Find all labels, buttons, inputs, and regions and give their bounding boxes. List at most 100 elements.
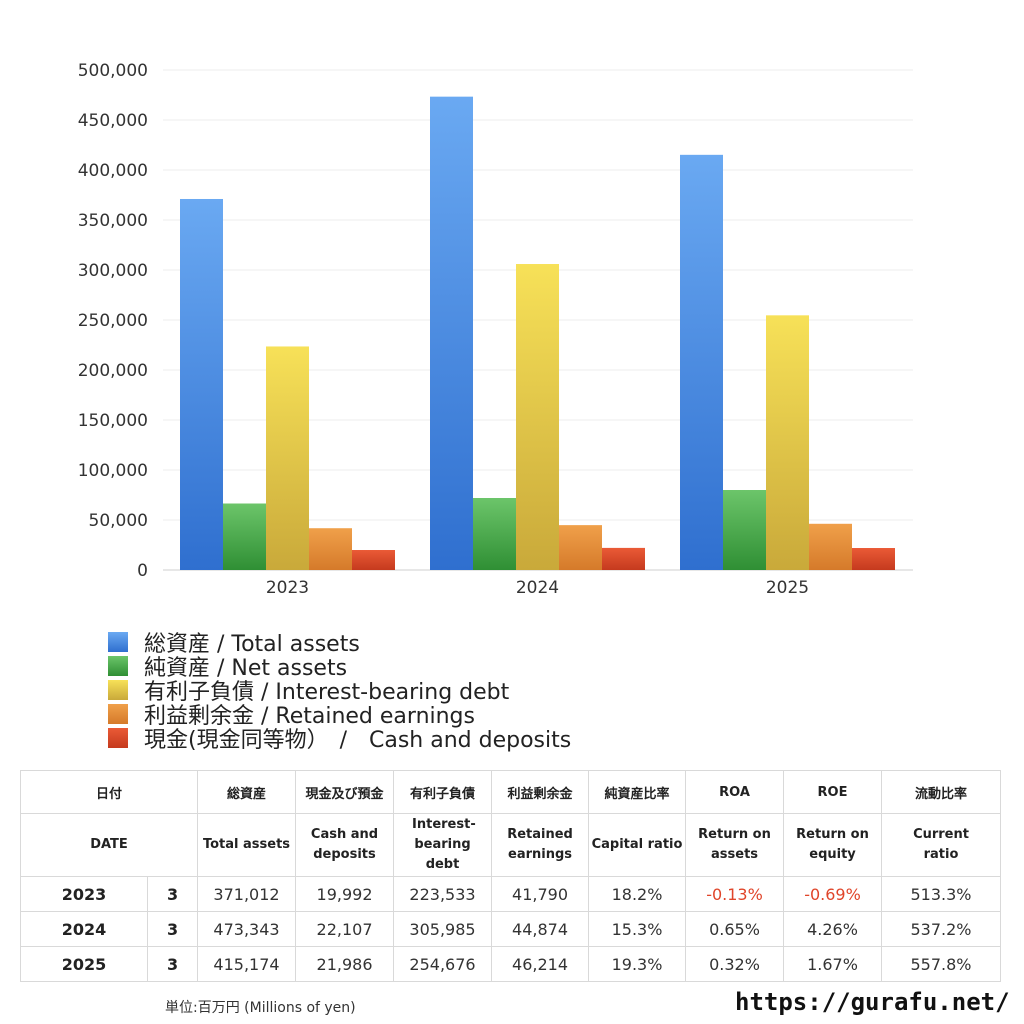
cell-retained: 46,214: [491, 946, 590, 982]
header-debt-en: Interest-bearing debt: [393, 813, 493, 877]
cell-month: 3: [146, 876, 199, 912]
cell-cash: 22,107: [295, 911, 395, 947]
y-tick-label: 400,000: [78, 161, 148, 181]
legend: 総資産 / Total assets 純資産 / Net assets 有利子負…: [108, 630, 571, 753]
header-current-ratio-jp: 流動比率: [881, 770, 1002, 814]
y-tick-label: 150,000: [78, 411, 148, 431]
bar-2025-series-3: [809, 523, 852, 570]
header-retained-en: Retained earnings: [491, 813, 590, 877]
header-roa-jp: ROA: [685, 770, 785, 814]
bar-2023-series-3: [309, 528, 352, 570]
header-retained-jp: 利益剰余金: [491, 770, 590, 814]
cell-total-assets: 473,343: [197, 911, 297, 947]
unit-note: 単位:百万円 (Millions of yen): [165, 1000, 356, 1016]
legend-swatch-total-assets: [108, 632, 128, 652]
bar-2025-series-0: [680, 154, 723, 571]
header-date-en: DATE: [19, 813, 199, 877]
bar-2023-series-0: [180, 198, 223, 570]
legend-item-net-assets: 純資産 / Net assets: [108, 654, 571, 681]
header-capital-ratio-en: Capital ratio: [588, 813, 687, 877]
legend-label-total-assets: 総資産 / Total assets: [144, 632, 360, 657]
bar-2023-series-2: [266, 346, 309, 570]
y-tick-label: 250,000: [78, 311, 148, 331]
legend-label-net-assets: 純資産 / Net assets: [144, 656, 348, 681]
cell-year: 2023: [20, 876, 148, 912]
table-row: 2025 3 415,174 21,986 254,676 46,214 19.…: [20, 946, 1002, 982]
bar-2025-series-4: [852, 548, 895, 570]
site-url: https://gurafu.net/: [735, 988, 1010, 1016]
y-tick-label: 450,000: [78, 111, 148, 131]
bars: [180, 96, 895, 571]
legend-item-total-assets: 総資産 / Total assets: [108, 630, 571, 657]
cell-current-ratio: 513.3%: [881, 876, 1002, 912]
cell-current-ratio: 557.8%: [881, 946, 1002, 982]
table-row: 2023 3 371,012 19,992 223,533 41,790 18.…: [20, 876, 1002, 912]
legend-label-cash-and-deposits: 現金(現金同等物） / Cash and deposits: [144, 728, 572, 753]
bar-2023-series-4: [352, 550, 395, 570]
cell-year: 2025: [20, 946, 148, 982]
bar-2025-series-2: [766, 315, 809, 570]
legend-item-cash-and-deposits: 現金(現金同等物） / Cash and deposits: [108, 726, 571, 753]
legend-item-interest-bearing-debt: 有利子負債 / Interest-bearing debt: [108, 678, 571, 705]
bar-2024-series-4: [602, 547, 645, 570]
cell-debt: 254,676: [393, 946, 493, 982]
cell-year: 2024: [20, 911, 148, 947]
cell-debt: 305,985: [393, 911, 493, 947]
header-roe-jp: ROE: [783, 770, 883, 814]
header-current-ratio-en: Current ratio: [881, 813, 1002, 877]
cell-cash: 21,986: [295, 946, 395, 982]
cell-roe: 4.26%: [783, 911, 883, 947]
cell-total-assets: 415,174: [197, 946, 297, 982]
x-tick-label: 2023: [266, 578, 309, 598]
cell-month: 3: [146, 911, 199, 947]
cell-roe: 1.67%: [783, 946, 883, 982]
cell-debt: 223,533: [393, 876, 493, 912]
y-tick-label: 50,000: [89, 511, 148, 531]
y-tick-label: 300,000: [78, 261, 148, 281]
table-header-jp: 日付 総資産 現金及び預金 有利子負債 利益剰余金 純資産比率 ROA ROE …: [19, 770, 1002, 814]
bar-2023-series-1: [223, 503, 266, 570]
bar-2024-series-2: [516, 264, 559, 570]
y-tick-label: 500,000: [78, 61, 148, 81]
bar-chart: 0 50,000 100,000 150,000 200,000 250,000 300,0…: [78, 61, 913, 598]
financial-table: 日付 総資産 現金及び預金 有利子負債 利益剰余金 純資産比率 ROA ROE …: [19, 770, 1002, 982]
cell-roe: -0.69%: [783, 876, 883, 912]
legend-swatch-cash-and-deposits: [108, 728, 128, 748]
header-roa-en: Return on assets: [685, 813, 785, 877]
y-tick-label: 200,000: [78, 361, 148, 381]
bar-2024-series-1: [473, 498, 516, 570]
legend-swatch-interest-bearing-debt: [108, 680, 128, 700]
cell-roa: -0.13%: [685, 876, 785, 912]
cell-retained: 44,874: [491, 911, 590, 947]
header-capital-ratio-jp: 純資産比率: [588, 770, 687, 814]
header-total-assets-jp: 総資産: [197, 770, 297, 814]
cell-total-assets: 371,012: [197, 876, 297, 912]
cell-capital-ratio: 18.2%: [588, 876, 687, 912]
header-date-jp: 日付: [19, 770, 199, 814]
legend-swatch-retained-earnings: [108, 704, 128, 724]
legend-item-retained-earnings: 利益剰余金 / Retained earnings: [108, 702, 571, 729]
legend-label-interest-bearing-debt: 有利子負債 / Interest-bearing debt: [144, 680, 510, 705]
cell-current-ratio: 537.2%: [881, 911, 1002, 947]
y-tick-label: 100,000: [78, 461, 148, 481]
header-total-assets-en: Total assets: [197, 813, 297, 877]
cell-capital-ratio: 15.3%: [588, 911, 687, 947]
header-roe-en: Return on equity: [783, 813, 883, 877]
cell-month: 3: [146, 946, 199, 982]
cell-roa: 0.32%: [685, 946, 785, 982]
x-tick-label: 2024: [516, 578, 559, 598]
y-axis-tick-labels: 0 50,000 100,000 150,000 200,000 250,000 300,0…: [78, 61, 148, 581]
bar-2024-series-3: [559, 525, 602, 570]
cell-retained: 41,790: [491, 876, 590, 912]
y-tick-label: 350,000: [78, 211, 148, 231]
table-header-en: DATE Total assets Cash and deposits Inte…: [19, 813, 1002, 877]
x-axis-tick-labels: 2023 2024 2025: [266, 578, 809, 598]
cell-capital-ratio: 19.3%: [588, 946, 687, 982]
header-cash-jp: 現金及び預金: [295, 770, 395, 814]
y-tick-label: 0: [137, 561, 148, 581]
cell-cash: 19,992: [295, 876, 395, 912]
bar-2024-series-0: [430, 96, 473, 571]
x-tick-label: 2025: [766, 578, 809, 598]
bar-2025-series-1: [723, 490, 766, 570]
legend-swatch-net-assets: [108, 656, 128, 676]
